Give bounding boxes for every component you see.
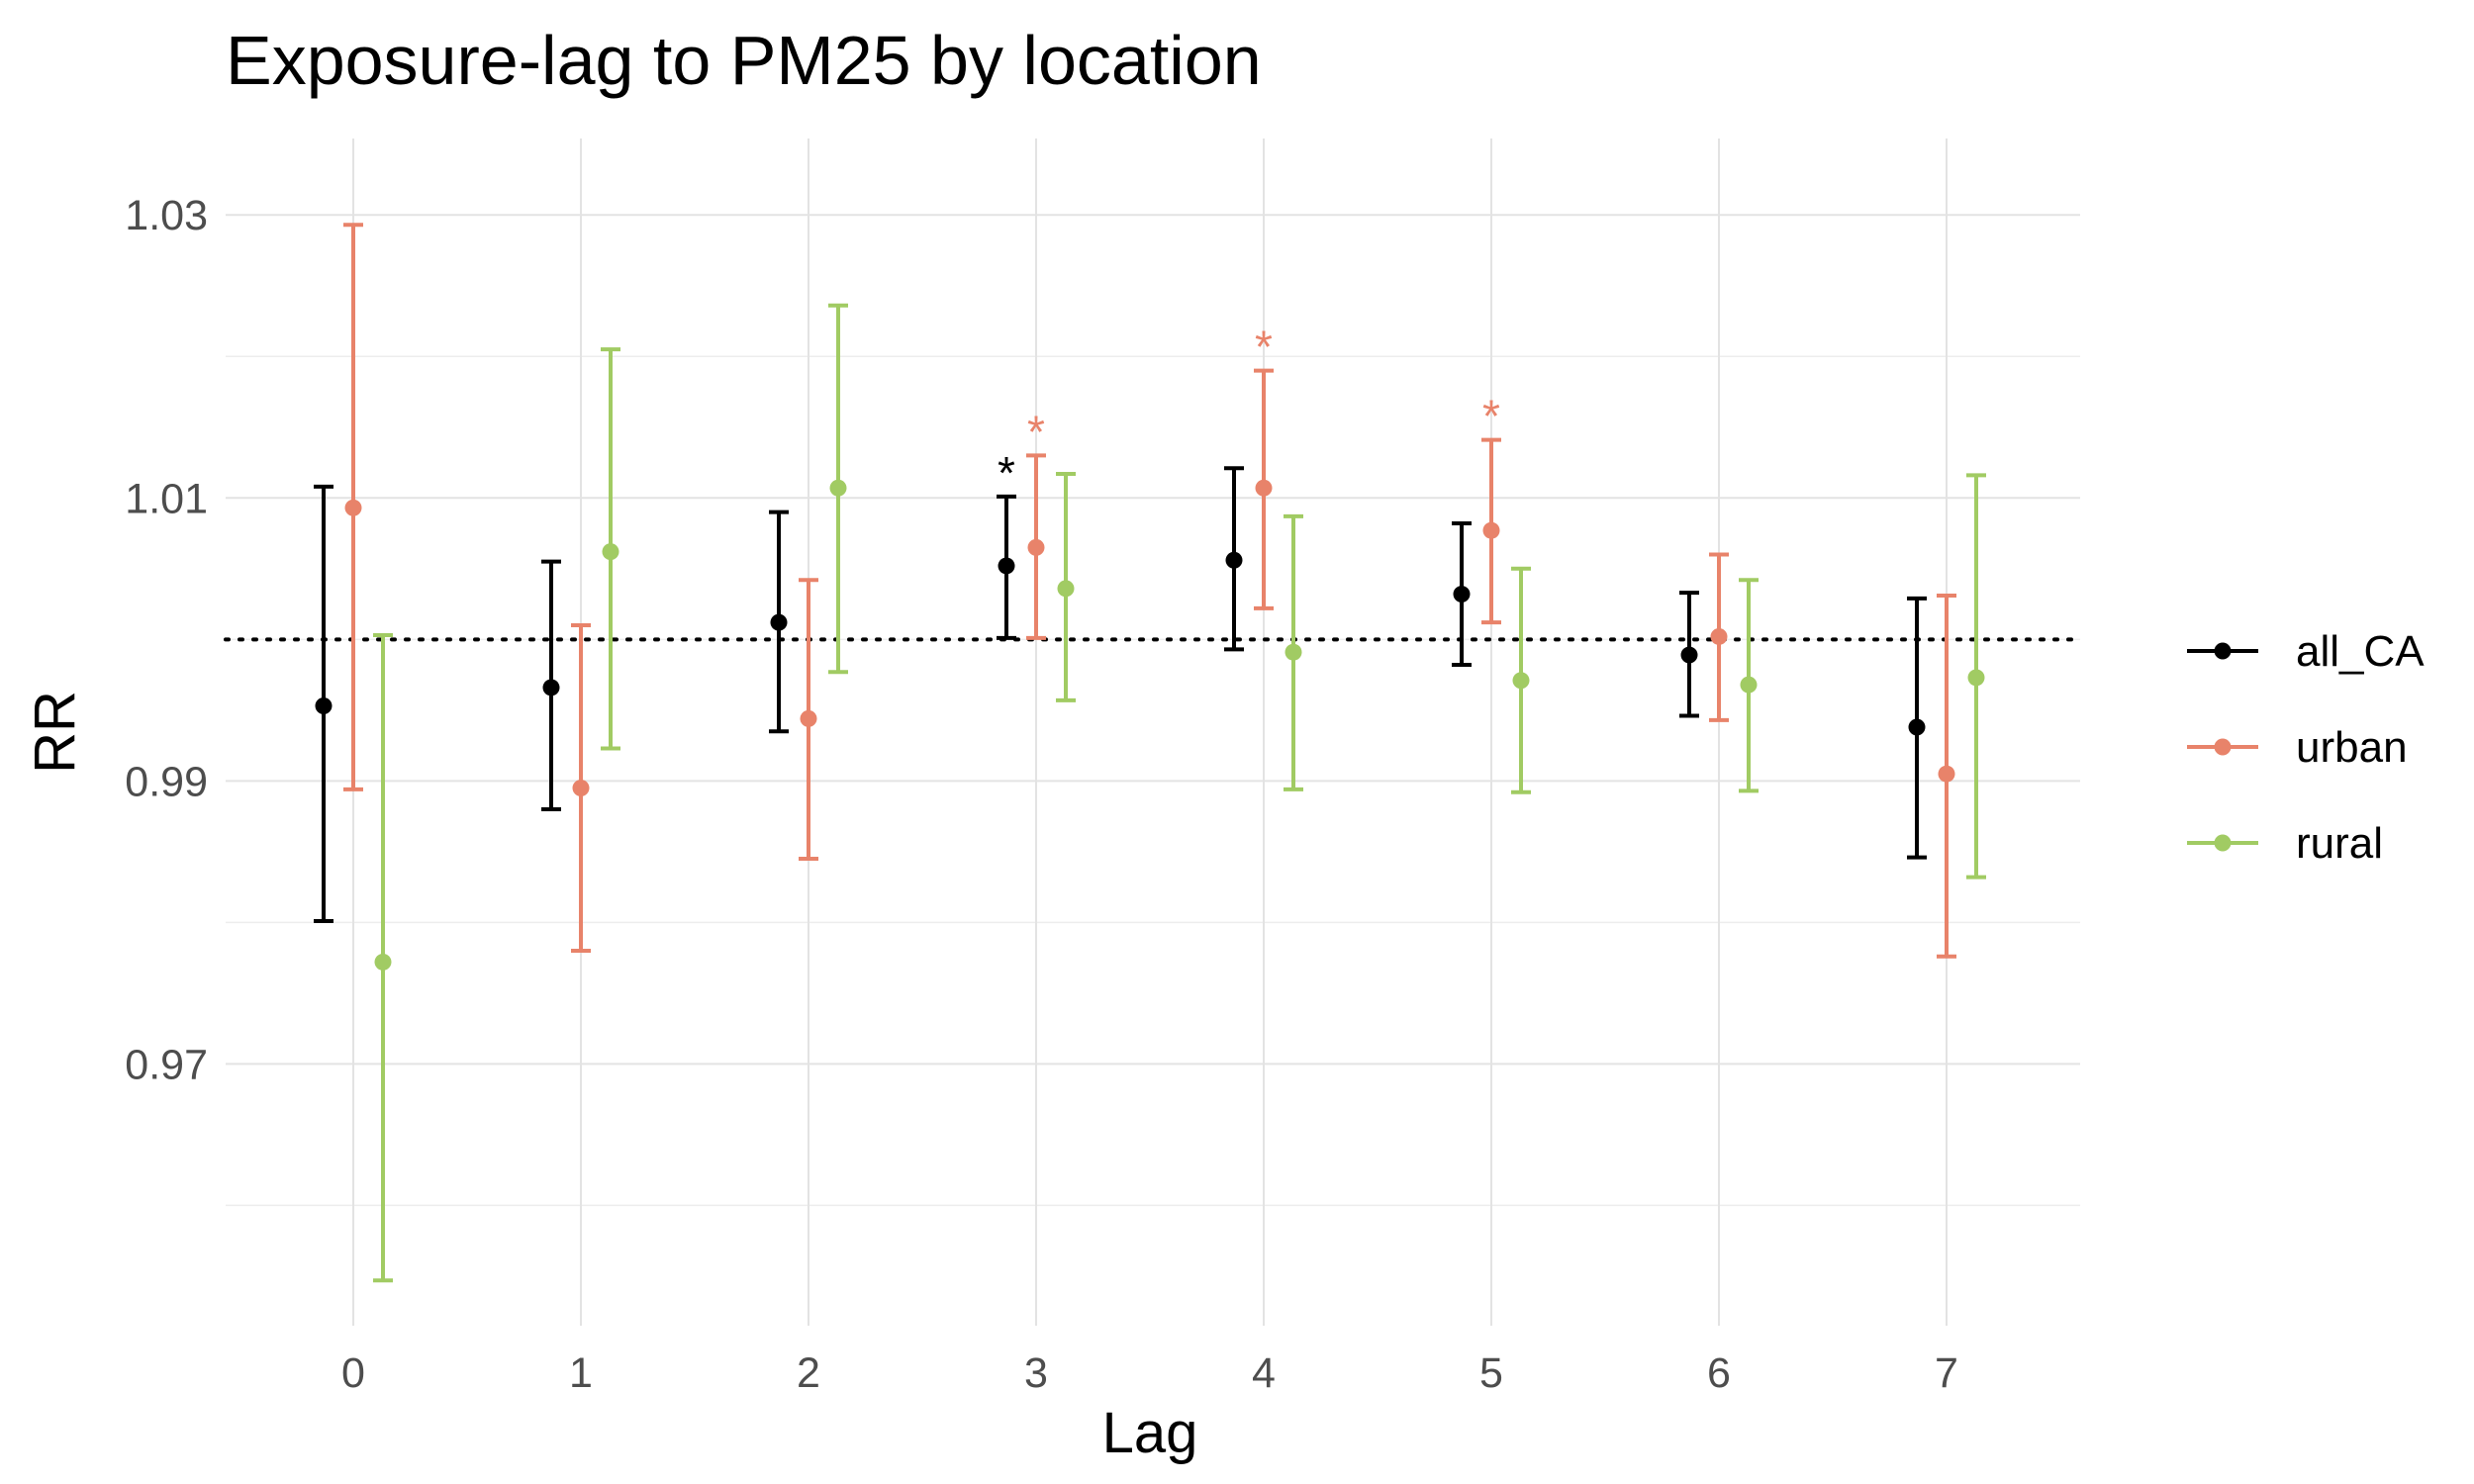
data-point: [1225, 551, 1243, 569]
grid-layer: [226, 139, 2080, 1326]
data-point: [800, 709, 817, 727]
x-tick-label: 3: [1024, 1349, 1048, 1397]
data-point: [344, 499, 362, 516]
x-tick-label: 4: [1252, 1349, 1276, 1397]
x-tick-label: 2: [797, 1349, 820, 1397]
legend-label: rural: [2296, 819, 2383, 868]
data-point: [1967, 669, 1985, 687]
y-tick-label: 1.01: [125, 475, 208, 522]
x-tick-label: 7: [1935, 1349, 1958, 1397]
data-point: [602, 543, 619, 561]
data-point: [1255, 479, 1273, 497]
x-tick-label: 1: [569, 1349, 593, 1397]
data-point: [770, 613, 788, 631]
significance-marker: *: [1255, 322, 1273, 373]
series-layer: ****: [314, 223, 1986, 1283]
legend-label: urban: [2296, 723, 2408, 772]
y-tick-label: 0.99: [125, 758, 208, 805]
data-point: [1482, 521, 1500, 539]
data-point: [1680, 646, 1698, 664]
series-all_CA: *: [314, 447, 1927, 923]
data-point: [1027, 538, 1045, 556]
data-point: [829, 479, 847, 497]
data-point: [998, 557, 1015, 575]
significance-marker: *: [1027, 406, 1045, 457]
data-point: [542, 679, 560, 696]
x-tick-label: 6: [1707, 1349, 1731, 1397]
chart-title: Exposure-lag to PM25 by location: [226, 22, 1262, 99]
series-urban: ***: [343, 223, 1956, 959]
significance-marker: *: [1482, 391, 1500, 442]
data-point: [1285, 643, 1302, 661]
data-point: [1710, 627, 1728, 645]
y-tick-label: 0.97: [125, 1041, 208, 1088]
legend-key-point: [2214, 738, 2232, 756]
legend-key-point: [2214, 834, 2232, 852]
x-tick-label: 0: [341, 1349, 365, 1397]
legend-item-rural: rural: [2187, 819, 2383, 868]
y-axis-title: RR: [23, 691, 87, 774]
data-point: [315, 697, 333, 715]
legend-item-all_CA: all_CA: [2187, 627, 2425, 676]
legend-key-point: [2214, 642, 2232, 660]
series-rural: [373, 303, 1986, 1283]
data-point: [374, 953, 392, 971]
x-tick-label: 5: [1479, 1349, 1503, 1397]
legend-item-urban: urban: [2187, 723, 2408, 772]
data-point: [1453, 586, 1471, 603]
significance-marker: *: [998, 447, 1015, 499]
x-axis-title: Lag: [1102, 1401, 1198, 1465]
legend-label: all_CA: [2296, 627, 2425, 676]
y-tick-label: 1.03: [125, 192, 208, 239]
data-point: [1512, 672, 1530, 690]
data-point: [1057, 580, 1075, 598]
data-point: [572, 779, 590, 796]
data-point: [1740, 676, 1758, 694]
data-point: [1938, 765, 1955, 783]
data-point: [1908, 718, 1926, 736]
axis-layer: 0.97 0.99 1.01 1.03 0 1 2 3 4 5 6 7: [125, 192, 1958, 1397]
